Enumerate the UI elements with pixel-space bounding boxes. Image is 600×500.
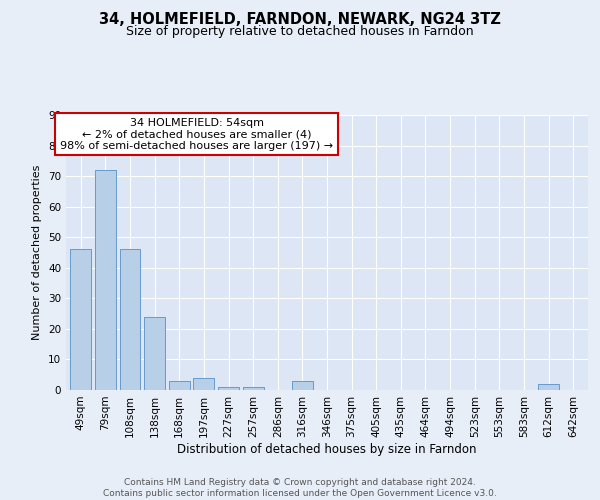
Text: 34 HOLMEFIELD: 54sqm
← 2% of detached houses are smaller (4)
98% of semi-detache: 34 HOLMEFIELD: 54sqm ← 2% of detached ho… — [60, 118, 333, 151]
Bar — [144, 316, 165, 390]
Bar — [538, 384, 559, 390]
Text: Contains HM Land Registry data © Crown copyright and database right 2024.
Contai: Contains HM Land Registry data © Crown c… — [103, 478, 497, 498]
Bar — [95, 170, 116, 390]
Bar — [292, 381, 313, 390]
Bar — [218, 387, 239, 390]
Text: 34, HOLMEFIELD, FARNDON, NEWARK, NG24 3TZ: 34, HOLMEFIELD, FARNDON, NEWARK, NG24 3T… — [99, 12, 501, 28]
X-axis label: Distribution of detached houses by size in Farndon: Distribution of detached houses by size … — [177, 442, 477, 456]
Y-axis label: Number of detached properties: Number of detached properties — [32, 165, 43, 340]
Bar — [242, 387, 263, 390]
Bar — [169, 381, 190, 390]
Bar — [193, 378, 214, 390]
Bar — [119, 250, 140, 390]
Text: Size of property relative to detached houses in Farndon: Size of property relative to detached ho… — [126, 25, 474, 38]
Bar — [70, 250, 91, 390]
